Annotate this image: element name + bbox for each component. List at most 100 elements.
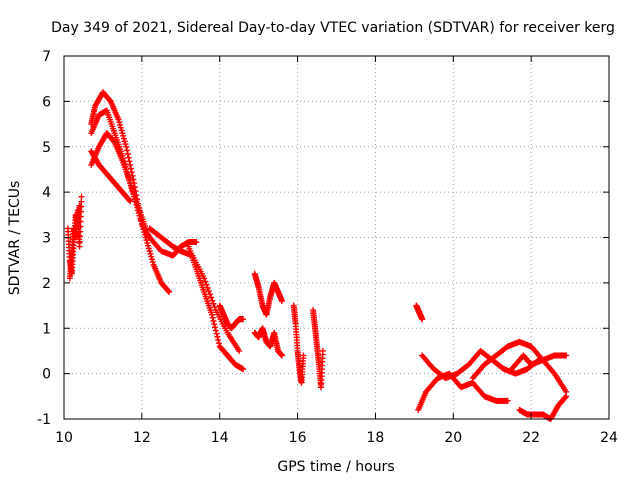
x-axis-label: GPS time / hours bbox=[277, 459, 394, 475]
data-point-fill bbox=[235, 346, 242, 353]
data-point-fill bbox=[141, 231, 148, 238]
data-point-fill bbox=[239, 365, 246, 372]
data-point-fill bbox=[110, 127, 117, 134]
y-tick-label: 5 bbox=[42, 140, 51, 156]
x-tick-label: 24 bbox=[600, 430, 618, 446]
series-arc-n bbox=[413, 302, 426, 323]
series-arc-q bbox=[469, 338, 570, 395]
data-point-fill bbox=[78, 198, 85, 205]
x-tick-label: 12 bbox=[133, 430, 151, 446]
data-point-fill bbox=[215, 337, 222, 344]
x-tick-label: 18 bbox=[367, 430, 385, 446]
data-point-fill bbox=[167, 241, 174, 248]
data-point-fill bbox=[278, 297, 285, 304]
data-point-fill bbox=[124, 147, 131, 154]
series-arc-i bbox=[216, 302, 247, 332]
data-point-fill bbox=[125, 196, 132, 203]
data-point-fill bbox=[148, 256, 155, 263]
data-point-fill bbox=[146, 248, 153, 255]
data-point-fill bbox=[120, 132, 127, 139]
data-point-fill bbox=[208, 309, 215, 316]
data-point-fill bbox=[122, 141, 129, 148]
data-point-fill bbox=[263, 310, 270, 317]
data-point-fill bbox=[118, 155, 125, 162]
y-tick-label: 4 bbox=[42, 185, 51, 201]
series-arc-j bbox=[251, 270, 285, 318]
data-point-fill bbox=[266, 295, 273, 302]
data-point-fill bbox=[70, 242, 77, 249]
data-point-fill bbox=[125, 154, 132, 161]
chart-title: Day 349 of 2021, Sidereal Day-to-day VTE… bbox=[51, 20, 615, 36]
data-point-fill bbox=[463, 363, 470, 370]
data-point-fill bbox=[239, 316, 246, 323]
data-point-fill bbox=[211, 303, 218, 310]
data-point-fill bbox=[300, 355, 307, 362]
data-point-fill bbox=[210, 317, 217, 324]
data-point-fill bbox=[205, 288, 212, 295]
data-point-fill bbox=[76, 204, 83, 211]
series-arc-g bbox=[146, 225, 243, 354]
data-point-fill bbox=[118, 127, 125, 134]
y-axis-label: SDTVAR / TECUs bbox=[7, 181, 23, 296]
series-arc-f bbox=[88, 148, 134, 205]
data-point-fill bbox=[165, 288, 172, 295]
data-point-fill bbox=[91, 104, 98, 111]
data-point-fill bbox=[130, 176, 137, 183]
series-arc-k bbox=[251, 325, 285, 359]
data-point-fill bbox=[148, 253, 155, 260]
series-arc-p bbox=[419, 347, 542, 382]
data-point-fill bbox=[278, 352, 285, 359]
data-point-fill bbox=[117, 121, 124, 128]
data-point-fill bbox=[149, 259, 156, 266]
data-point-fill bbox=[117, 124, 124, 131]
data-point-fill bbox=[211, 321, 218, 328]
data-point-fill bbox=[134, 200, 141, 207]
data-point-fill bbox=[561, 395, 568, 402]
data-point-fill bbox=[141, 223, 148, 230]
y-tick-label: 2 bbox=[42, 276, 51, 292]
x-tick-label: 14 bbox=[211, 430, 229, 446]
series-arc-h bbox=[185, 243, 247, 373]
data-point-fill bbox=[126, 197, 133, 204]
data-point-fill bbox=[498, 364, 505, 371]
y-tick-label: 3 bbox=[42, 231, 51, 247]
grid bbox=[64, 56, 609, 419]
data-point-fill bbox=[192, 239, 199, 246]
data-point-fill bbox=[502, 345, 509, 352]
data-point-fill bbox=[141, 229, 148, 236]
data-point-fill bbox=[259, 300, 266, 307]
data-point-fill bbox=[212, 327, 219, 334]
data-point-fill bbox=[562, 386, 569, 393]
data-point-fill bbox=[200, 286, 207, 293]
y-tick-label: 6 bbox=[42, 94, 51, 110]
data-point-fill bbox=[95, 145, 102, 152]
y-tick-label: -1 bbox=[37, 412, 51, 428]
data-point-fill bbox=[418, 315, 425, 322]
data-point-fill bbox=[144, 239, 151, 246]
x-tick-label: 16 bbox=[289, 430, 307, 446]
series-arc-m bbox=[310, 307, 326, 391]
data-point-fill bbox=[550, 369, 557, 376]
data-point-fill bbox=[192, 263, 199, 270]
data-point-fill bbox=[126, 177, 133, 184]
data-point-fill bbox=[208, 294, 215, 301]
data-points bbox=[64, 89, 570, 422]
data-point-fill bbox=[214, 333, 221, 340]
y-tick-label: 0 bbox=[42, 367, 51, 383]
data-point-fill bbox=[121, 138, 128, 145]
series-arc-s bbox=[516, 393, 570, 422]
data-point-fill bbox=[490, 354, 497, 361]
data-point-fill bbox=[126, 158, 133, 165]
data-point-fill bbox=[116, 119, 123, 126]
data-point-fill bbox=[215, 340, 222, 347]
data-point-fill bbox=[562, 394, 569, 401]
series-arc-o bbox=[415, 370, 511, 413]
x-tick-label: 22 bbox=[522, 430, 540, 446]
x-tick-label: 10 bbox=[55, 430, 73, 446]
data-point-fill bbox=[209, 297, 216, 304]
data-point-fill bbox=[106, 96, 113, 103]
data-point-fill bbox=[204, 284, 211, 291]
data-point-fill bbox=[127, 161, 134, 168]
data-point-fill bbox=[319, 351, 326, 358]
